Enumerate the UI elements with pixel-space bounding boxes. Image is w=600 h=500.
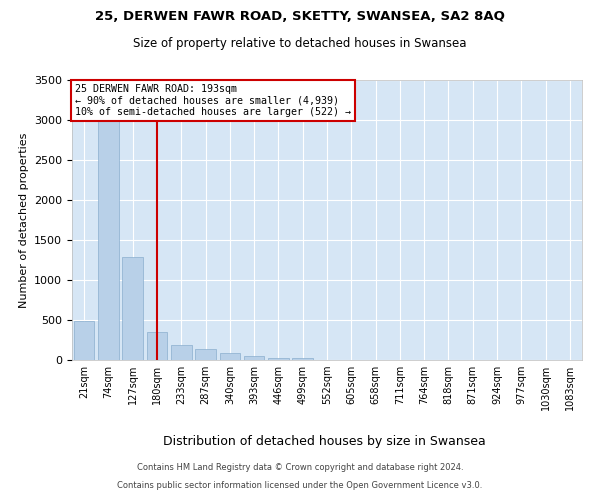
Bar bbox=[122, 257, 143, 360]
Bar bbox=[220, 353, 240, 360]
Text: Contains HM Land Registry data © Crown copyright and database right 2024.: Contains HM Land Registry data © Crown c… bbox=[137, 464, 463, 472]
Text: 25 DERWEN FAWR ROAD: 193sqm
← 90% of detached houses are smaller (4,939)
10% of : 25 DERWEN FAWR ROAD: 193sqm ← 90% of det… bbox=[74, 84, 350, 117]
Bar bbox=[292, 358, 313, 360]
Text: Size of property relative to detached houses in Swansea: Size of property relative to detached ho… bbox=[133, 38, 467, 51]
Bar bbox=[146, 332, 167, 360]
Y-axis label: Number of detached properties: Number of detached properties bbox=[19, 132, 29, 308]
Text: Distribution of detached houses by size in Swansea: Distribution of detached houses by size … bbox=[163, 435, 485, 448]
Bar bbox=[244, 356, 265, 360]
Bar bbox=[74, 321, 94, 360]
Text: Contains public sector information licensed under the Open Government Licence v3: Contains public sector information licen… bbox=[118, 481, 482, 490]
Bar bbox=[171, 345, 191, 360]
Bar bbox=[195, 349, 216, 360]
Bar bbox=[98, 120, 119, 360]
Text: 25, DERWEN FAWR ROAD, SKETTY, SWANSEA, SA2 8AQ: 25, DERWEN FAWR ROAD, SKETTY, SWANSEA, S… bbox=[95, 10, 505, 23]
Bar bbox=[268, 358, 289, 360]
